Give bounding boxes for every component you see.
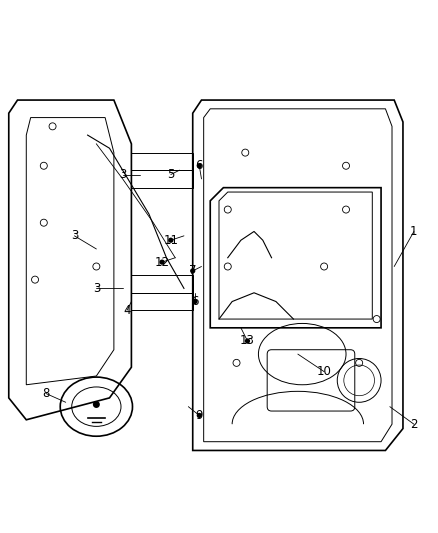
Text: 7: 7 bbox=[189, 264, 197, 277]
Text: 6: 6 bbox=[191, 295, 199, 308]
Circle shape bbox=[197, 413, 202, 418]
Text: 11: 11 bbox=[163, 233, 178, 247]
Text: 12: 12 bbox=[155, 256, 170, 269]
Text: 6: 6 bbox=[195, 159, 203, 172]
Text: 8: 8 bbox=[42, 387, 49, 400]
Circle shape bbox=[197, 163, 202, 168]
Text: 5: 5 bbox=[167, 168, 174, 181]
Text: 1: 1 bbox=[410, 225, 418, 238]
Circle shape bbox=[159, 260, 165, 265]
Circle shape bbox=[192, 299, 198, 304]
Circle shape bbox=[245, 338, 250, 344]
Text: 3: 3 bbox=[71, 229, 78, 243]
Text: 10: 10 bbox=[317, 365, 332, 378]
Text: 3: 3 bbox=[93, 282, 100, 295]
Text: 3: 3 bbox=[119, 168, 126, 181]
Circle shape bbox=[190, 268, 195, 273]
Text: 4: 4 bbox=[123, 304, 131, 317]
Circle shape bbox=[93, 401, 100, 408]
Text: 9: 9 bbox=[195, 409, 203, 422]
Text: 13: 13 bbox=[240, 335, 255, 348]
Text: 2: 2 bbox=[410, 418, 418, 431]
Circle shape bbox=[168, 238, 173, 243]
